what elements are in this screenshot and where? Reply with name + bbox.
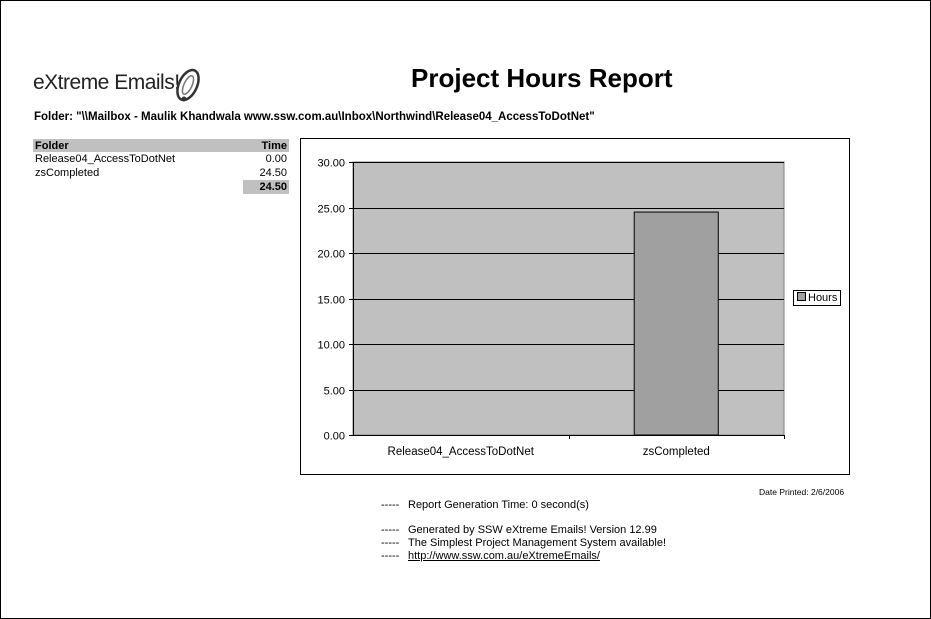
summary-header-row: Folder Time — [33, 139, 289, 152]
row-folder: Release04_AccessToDotNet — [35, 153, 176, 165]
generation-time: Report Generation Time: 0 second(s) — [408, 499, 589, 511]
legend-label: Hours — [808, 292, 838, 304]
row-time: 0.00 — [265, 153, 287, 165]
footer-dash: ----- — [381, 499, 400, 511]
table-row: zsCompleted 24.50 — [33, 166, 289, 180]
y-tick-label: 5.00 — [324, 386, 345, 398]
footer-dash: ----- — [381, 550, 400, 562]
y-tick-label: 25.00 — [317, 204, 345, 216]
x-tick-label: zsCompleted — [643, 446, 710, 458]
col-folder-header: Folder — [33, 139, 244, 152]
table-row: Release04_AccessToDotNet 0.00 — [33, 152, 289, 166]
legend-swatch — [797, 292, 806, 301]
footer-dash: ----- — [381, 537, 400, 549]
generated-by: Generated by SSW eXtreme Emails! Version… — [408, 524, 657, 536]
chart-canvas: 0.00 5.00 10.00 15.00 20.00 25.00 30.00 Release… — [317, 158, 785, 458]
footer-line: ----- The Simplest Project Management Sys… — [381, 537, 666, 550]
x-tick-label: Release04_AccessToDotNet — [388, 446, 535, 458]
y-tick-label: 20.00 — [317, 249, 345, 261]
footer-line: ----- Generated by SSW eXtreme Emails! Ve… — [381, 524, 666, 537]
hours-chart: 0.00 5.00 10.00 15.00 20.00 25.00 30.00 Release… — [300, 138, 850, 475]
chart-legend: Hours — [793, 290, 842, 306]
total-row: 24.50 — [33, 180, 289, 194]
footer-line: ----- http://www.ssw.com.au/eXtremeEmails… — [381, 550, 666, 563]
summary-table: Folder Time Release04_AccessToDotNet 0.0… — [33, 139, 289, 194]
report-footer: ----- Report Generation Time: 0 second(s)… — [381, 499, 666, 563]
row-time: 24.50 — [259, 167, 287, 179]
plot-area — [352, 161, 785, 436]
logo-text: eXtreme Emails! — [33, 71, 180, 94]
row-folder: zsCompleted — [35, 167, 100, 179]
tagline: The Simplest Project Management System a… — [408, 537, 667, 549]
folder-path: Folder: "\\Mailbox - Maulik Khandwala ww… — [34, 111, 595, 123]
y-tick-label: 30.00 — [317, 158, 345, 170]
footer-line: ----- Report Generation Time: 0 second(s) — [381, 499, 666, 512]
y-tick-label: 10.00 — [317, 340, 345, 352]
y-tick-label: 15.00 — [317, 295, 345, 307]
globe-swoosh-icon — [176, 68, 200, 102]
logo: eXtreme Emails! — [33, 63, 213, 109]
footer-dash: ----- — [381, 524, 400, 536]
product-link[interactable]: http://www.ssw.com.au/eXtremeEmails/ — [408, 550, 600, 562]
total-time: 24.50 — [243, 180, 289, 194]
bar — [633, 211, 719, 436]
y-tick-label: 0.00 — [324, 431, 345, 443]
total-spacer — [33, 180, 243, 194]
report-title: Project Hours Report — [411, 63, 673, 93]
date-printed: Date Printed: 2/6/2006 — [759, 487, 845, 497]
col-time-header: Time — [243, 139, 289, 152]
